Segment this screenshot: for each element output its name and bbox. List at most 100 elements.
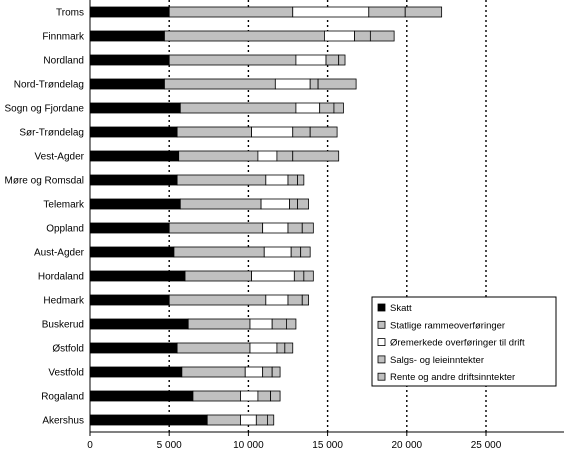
bar-segment [249,342,278,354]
bar-segment [192,390,241,402]
legend-swatch [377,372,386,381]
bar-segment [276,150,294,162]
bar-segment [89,102,181,114]
legend-swatch [377,338,386,347]
bar-segment [89,222,170,234]
category-label: Hordaland [38,272,84,283]
bar-segment [295,102,321,114]
bar-segment [244,366,264,378]
bar-segment [325,54,340,66]
bar-segment [274,78,311,90]
bar-segment [89,294,170,306]
category-label: Aust-Agder [34,248,85,259]
bar-segment [309,78,319,90]
bar-segment [265,174,289,186]
bar-segment [319,102,335,114]
bar-segment [262,366,273,378]
bar-segment [178,150,259,162]
x-tick-label: 5 000 [157,440,182,451]
bar-segment [257,150,278,162]
legend-swatch [377,303,386,312]
bar-segment [295,54,327,66]
bar-segment [187,318,251,330]
x-tick-label: 20 000 [392,440,423,451]
bar-segment [293,270,305,282]
bar-segment [267,414,275,426]
bar-segment [164,30,325,42]
category-label: Vest-Agder [35,152,85,163]
x-tick-label: 0 [87,440,93,451]
bar-segment [317,78,357,90]
legend: Skatt Statlige rammeoverføringer Øremerked… [371,296,557,387]
bar-segment [368,6,406,18]
bar-segment [176,342,251,354]
bar-segment [324,30,355,42]
bar-segment [354,30,371,42]
bar-segment [168,54,297,66]
bar-segment [290,246,302,258]
bar-segment [369,30,395,42]
category-label: Rogaland [41,392,84,403]
category-label: Hedmark [43,296,85,307]
bar-segment [292,150,340,162]
category-label: Troms [56,8,84,19]
legend-box [371,296,557,387]
bar-segment [289,198,298,210]
bar-segment [262,222,289,234]
bar-segment [164,78,276,90]
bar-segment [249,318,273,330]
bar-segment [284,342,294,354]
category-label: Østfold [52,344,84,355]
bar-segment [270,390,281,402]
bar-segment [89,174,178,186]
bar-segment [206,414,241,426]
bar-segment [297,198,309,210]
bar-segment [292,126,311,138]
bar-segment [300,246,311,258]
legend-label: Rente og andre driftsinntekter [390,372,515,383]
bar-segment [89,318,189,330]
bar-segment [271,318,287,330]
bar-segment [265,294,289,306]
bar-segment [287,294,303,306]
bar-segment [251,270,295,282]
bar-segment [276,342,286,354]
bar-segment [89,414,208,426]
x-tick-label: 15 000 [312,440,343,451]
category-label: Nord-Trøndelag [14,80,84,91]
category-label: Vestfold [48,368,84,379]
bar-segment [89,366,183,378]
bar-segment [176,126,252,138]
bar-segment [292,6,370,18]
bar-segment [255,414,268,426]
bar-segment [263,246,292,258]
category-label: Telemark [43,200,85,211]
legend-label: Øremerkede overføringer til drift [390,338,525,349]
bar-segment [240,390,259,402]
x-tick-label: 10 000 [233,440,264,451]
bar-segment [301,222,314,234]
bars [89,6,443,426]
bar-segment [89,78,165,90]
category-label: Akershus [42,416,84,427]
x-axis: 0 5 000 10 000 15 000 20 000 25 000 [87,0,564,451]
category-label: Buskerud [42,320,84,331]
bar-segment [168,222,264,234]
category-label: Nordland [43,56,84,67]
bar-segment [179,102,297,114]
bar-segment [184,270,252,282]
bar-segment [179,198,262,210]
bar-segment [89,198,181,210]
bar-segment [287,222,303,234]
bar-segment [286,318,297,330]
category-label: Oppland [46,224,84,235]
bar-segment [240,414,257,426]
bar-segment [168,6,294,18]
bar-segment [89,270,186,282]
bar-segment [333,102,344,114]
bar-segment [89,246,175,258]
bar-segment [89,342,178,354]
bar-segment [176,174,267,186]
bar-segment [271,366,281,378]
bar-segment [257,390,271,402]
